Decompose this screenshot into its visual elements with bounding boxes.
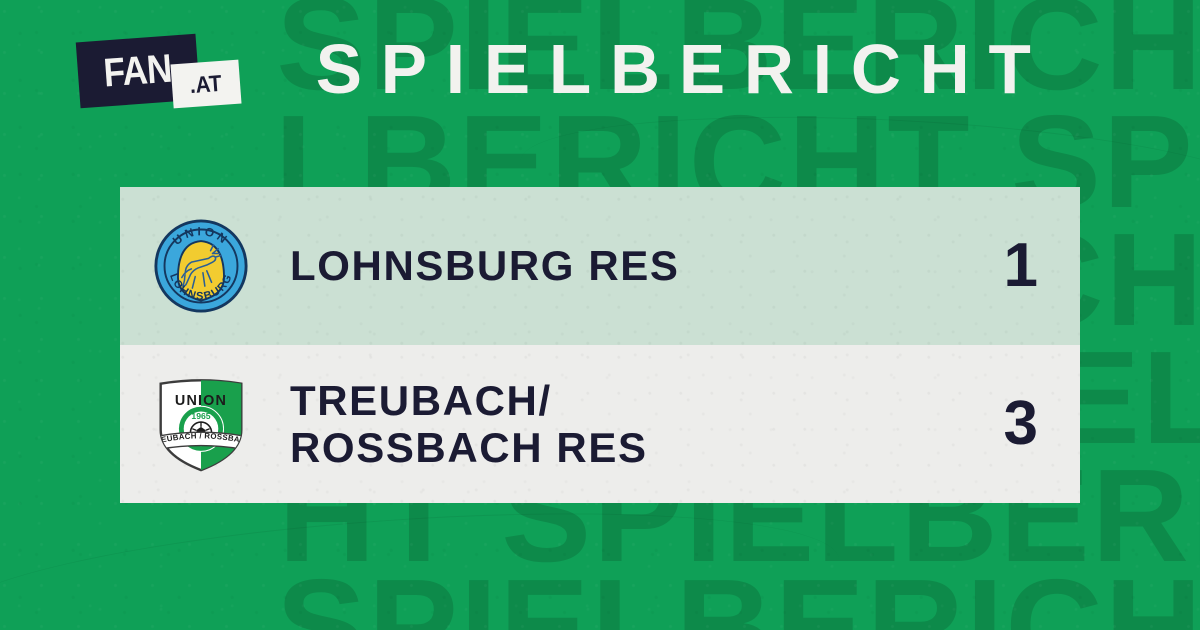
away-team-name-line-1: TREUBACH/ <box>290 376 552 424</box>
away-team-name: TREUBACH/ ROSSBACH RES <box>262 377 994 471</box>
logo-brand-text: FAN <box>101 46 173 96</box>
scoreboard-row-home: UNION LOHNSBURG LOHNSBURG RES 1 <box>120 187 1080 345</box>
logo-tld-box[interactable]: .AT <box>170 59 242 109</box>
home-team-name: LOHNSBURG RES <box>290 242 680 290</box>
svg-text:UNION: UNION <box>175 393 227 409</box>
away-crest: 1965 TREUBACH / ROSSBACH UNION <box>140 374 262 474</box>
scoreboard-row-away: 1965 TREUBACH / ROSSBACH UNION <box>120 345 1080 503</box>
lohnsburg-crest-icon: UNION LOHNSBURG <box>154 219 248 313</box>
treubach-rossbach-crest-icon: 1965 TREUBACH / ROSSBACH UNION <box>159 379 243 472</box>
svg-text:1965: 1965 <box>191 411 210 421</box>
header: FAN .AT SPIELBERICHT <box>0 0 1200 150</box>
home-team-score: 1 <box>1003 231 1038 300</box>
away-team-name-line-2: ROSSBACH RES <box>290 424 648 471</box>
logo-tld-text: .AT <box>189 69 223 98</box>
page-title: SPIELBERICHT <box>315 30 1050 108</box>
home-crest: UNION LOHNSBURG <box>140 218 262 314</box>
scoreboard-card: UNION LOHNSBURG LOHNSBURG RES 1 <box>120 187 1080 503</box>
watermark-row: SPIELBERICHT SPIELBERICHT SPIE <box>276 552 1200 630</box>
texture-hairline <box>0 488 844 630</box>
away-team-score: 3 <box>1003 389 1038 458</box>
